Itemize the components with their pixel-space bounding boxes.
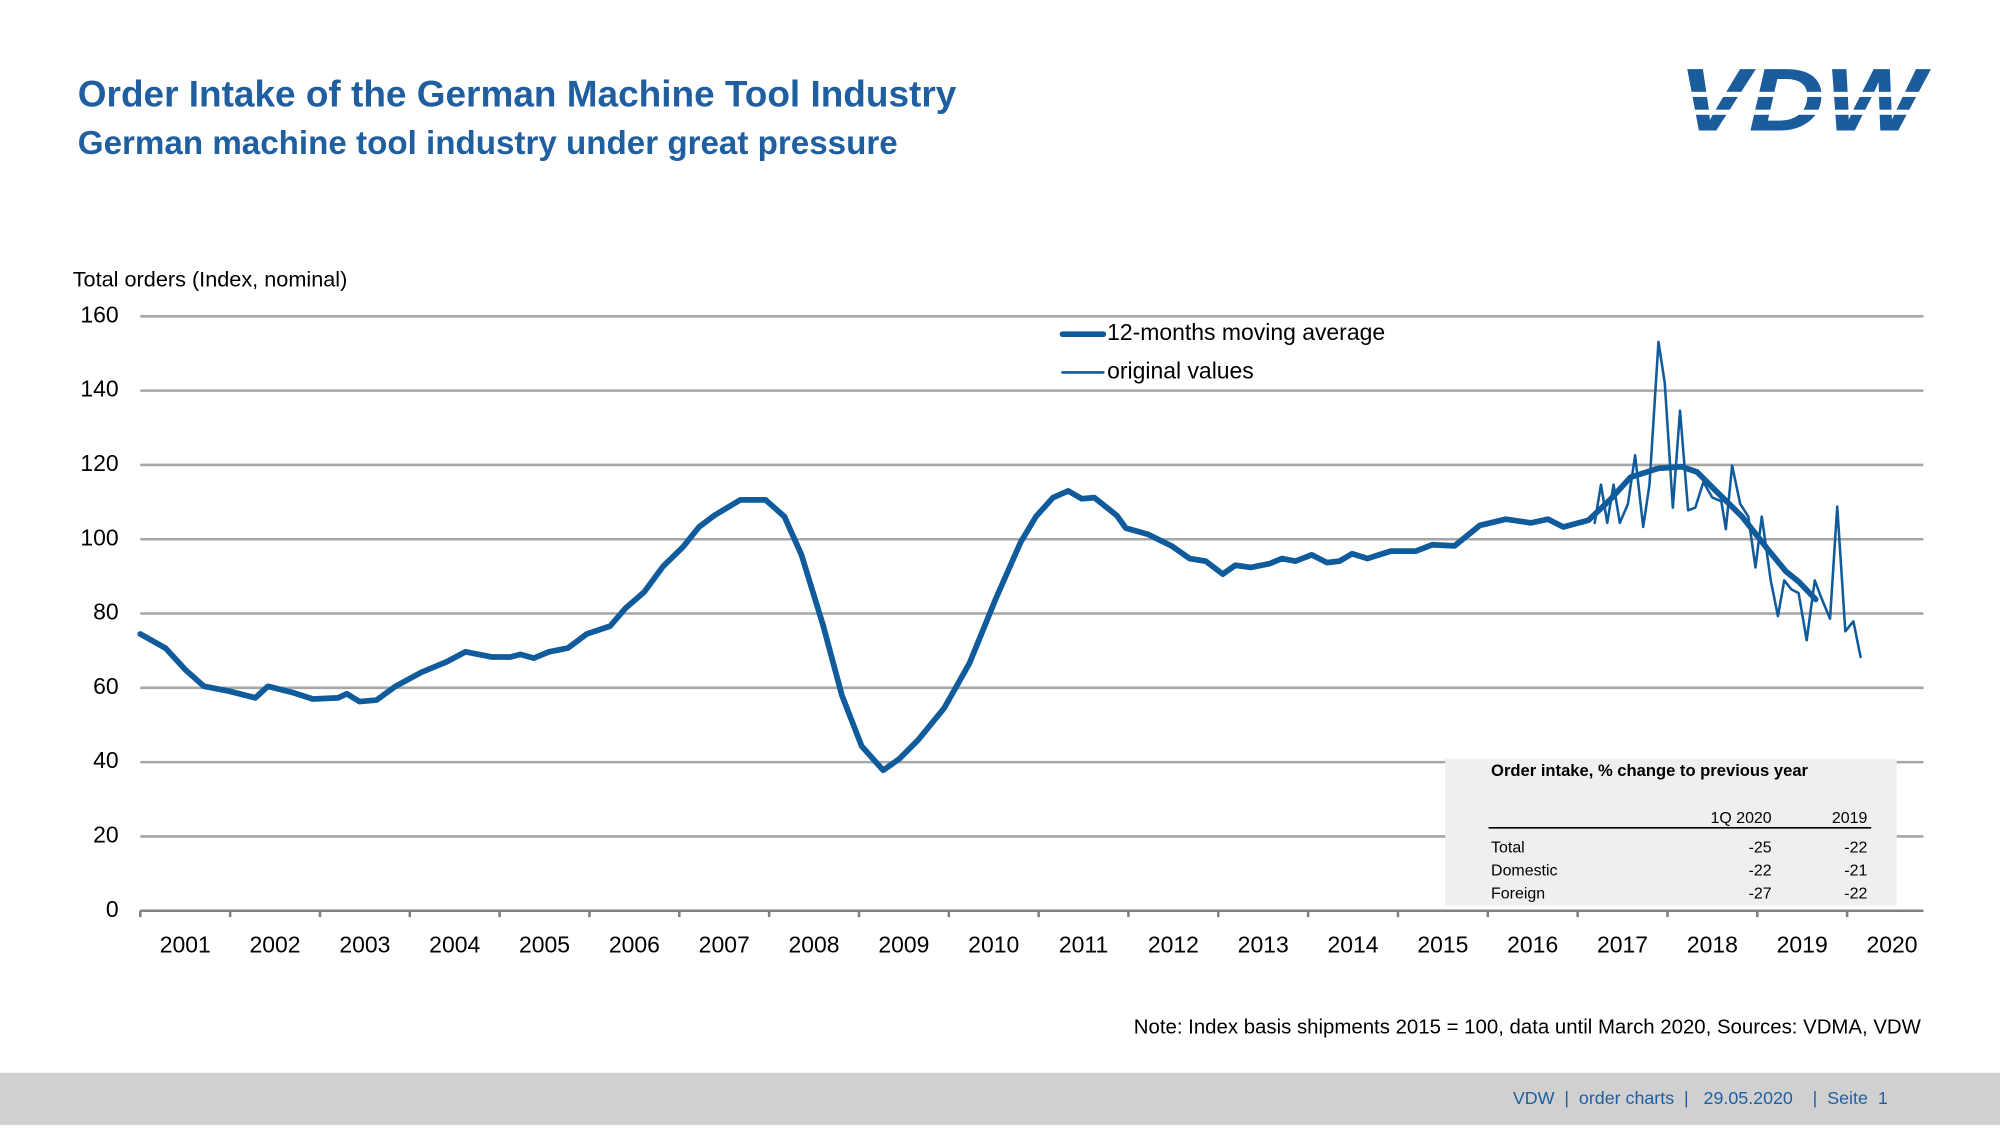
y-tick-label: 0 (106, 896, 119, 922)
x-tick-label: 2007 (699, 931, 750, 957)
logo-text: VDW (1679, 50, 1932, 150)
x-tick-label: 2017 (1597, 931, 1648, 957)
x-tick-label: 2009 (878, 931, 929, 957)
footer-text: VDW | order charts | 29.05.2020 | Seite … (1513, 1088, 1888, 1108)
y-tick-label: 20 (93, 821, 119, 847)
y-tick-label: 40 (93, 747, 119, 773)
x-tick-label: 2011 (1059, 931, 1108, 957)
x-tick-label: 2004 (429, 931, 480, 957)
chart-title: Order Intake of the German Machine Tool … (78, 74, 957, 115)
logo-stripe (1670, 109, 1927, 115)
y-tick-label: 140 (80, 376, 118, 402)
x-tick-label: 2006 (609, 931, 660, 957)
x-tick-label: 2008 (789, 931, 840, 957)
x-tick-label: 2002 (250, 931, 301, 957)
table-cell: -22 (1844, 885, 1867, 902)
series-line (137, 463, 1819, 774)
x-tick-label: 2019 (1777, 931, 1828, 957)
table-cell: -27 (1749, 885, 1772, 902)
table-row-label: Foreign (1491, 885, 1545, 902)
series-line (1593, 340, 1862, 659)
x-tick-label: 2015 (1417, 931, 1468, 957)
plot: 0 20 40 60 80 100 120 140 160 2001 2002 2003 2004 200… (80, 301, 1924, 957)
x-tick-label: 2013 (1238, 931, 1289, 957)
table-background (1445, 758, 1897, 906)
y-tick-label: 100 (80, 524, 118, 550)
x-tick-label: 2012 (1148, 931, 1199, 957)
y-tick-label: 60 (93, 673, 119, 699)
table-cell: -22 (1844, 839, 1867, 856)
x-tick-label: 2016 (1507, 931, 1558, 957)
x-tick-label: 2014 (1328, 931, 1379, 957)
legend-label: original values (1107, 358, 1254, 384)
legend-label: 12-months moving average (1107, 319, 1385, 345)
table-row-label: Domestic (1491, 862, 1557, 879)
table-cell: -22 (1749, 862, 1772, 879)
table-column-header: 1Q 2020 (1711, 810, 1772, 827)
y-tick-label: 160 (80, 301, 118, 327)
chart-subtitle: German machine tool industry under great… (78, 125, 898, 162)
table-title: Order intake, % change to previous year (1491, 761, 1808, 780)
x-tick-label: 2020 (1867, 931, 1918, 957)
logo-stripe (1670, 91, 1927, 97)
x-tick-label: 2003 (339, 931, 390, 957)
y-tick-label: 80 (93, 599, 119, 625)
logo: VDW (1670, 50, 1932, 150)
x-tick-label: 2005 (519, 931, 570, 957)
table-cell: -25 (1749, 839, 1772, 856)
y-axis-label: Total orders (Index, nominal) (73, 266, 348, 291)
x-tick-label: 2010 (968, 931, 1019, 957)
table-row-label: Total (1491, 839, 1525, 856)
note: Note: Index basis shipments 2015 = 100, … (1134, 1016, 1922, 1038)
x-tick-label: 2018 (1687, 931, 1738, 957)
y-tick-label: 120 (80, 450, 118, 476)
table-cell: -21 (1844, 862, 1867, 879)
footer-bar (0, 1072, 2000, 1125)
table-column-header: 2019 (1832, 810, 1868, 827)
x-tick-label: 2001 (160, 931, 211, 957)
